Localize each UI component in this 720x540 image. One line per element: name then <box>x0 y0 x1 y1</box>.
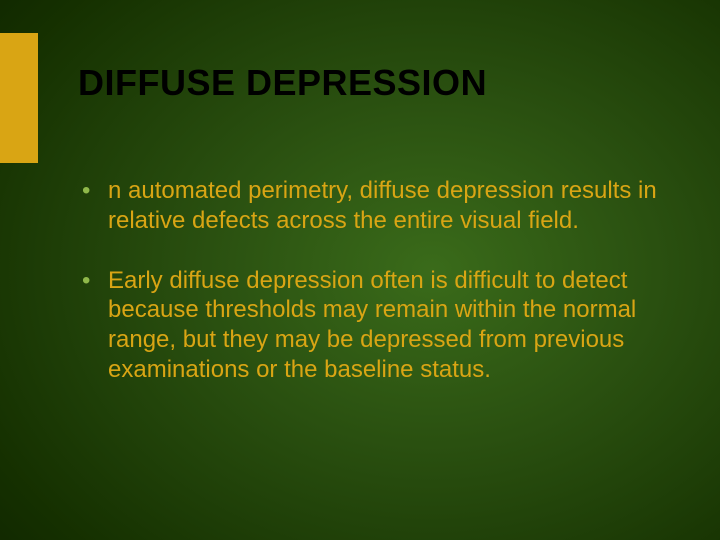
bullet-item: Early diffuse depression often is diffic… <box>78 266 670 385</box>
bullet-list: n automated perimetry, diffuse depressio… <box>78 176 670 385</box>
slide-content: DIFFUSE DEPRESSION n automated perimetry… <box>78 62 670 415</box>
slide-title: DIFFUSE DEPRESSION <box>78 62 670 104</box>
accent-bar <box>0 33 38 163</box>
bullet-item: n automated perimetry, diffuse depressio… <box>78 176 670 236</box>
